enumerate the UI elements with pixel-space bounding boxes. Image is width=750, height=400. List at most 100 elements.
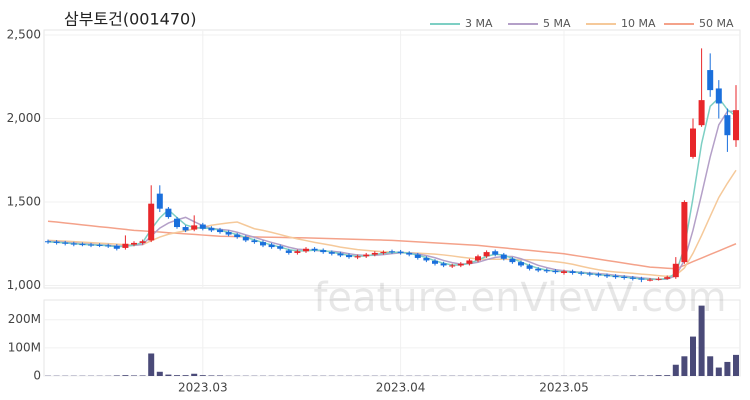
candle-body bbox=[414, 254, 421, 258]
candle-body bbox=[733, 110, 739, 141]
x-tick-label: 2023.05 bbox=[539, 381, 589, 395]
candle-body bbox=[88, 244, 94, 246]
volume-bar bbox=[672, 364, 679, 376]
candle-body bbox=[612, 275, 619, 278]
candle-body bbox=[535, 268, 542, 271]
candle-body bbox=[156, 193, 163, 209]
candle-body bbox=[294, 251, 301, 253]
candle-body bbox=[621, 276, 628, 278]
candle-body bbox=[423, 257, 430, 261]
y-tick-label: 2,500 bbox=[7, 28, 41, 42]
candle-body bbox=[492, 251, 499, 255]
candle-body bbox=[406, 252, 413, 255]
candle-body bbox=[681, 202, 688, 263]
candle-body bbox=[457, 263, 464, 266]
y-tick-label: 1,000 bbox=[7, 278, 41, 292]
candle-body bbox=[225, 232, 232, 235]
volume-bar bbox=[148, 353, 155, 376]
candle-body bbox=[139, 241, 146, 243]
volume-bar bbox=[156, 371, 163, 376]
volume-bar bbox=[139, 375, 146, 376]
candle-body bbox=[70, 243, 77, 245]
candle-body bbox=[518, 262, 524, 266]
candle-body bbox=[96, 244, 103, 246]
candle-body bbox=[62, 242, 69, 244]
candle-body bbox=[346, 255, 352, 258]
volume-bar bbox=[208, 375, 215, 376]
volume-bar bbox=[715, 367, 722, 376]
candle-body bbox=[251, 240, 258, 243]
volume-bar bbox=[664, 375, 671, 376]
price-panel bbox=[43, 29, 741, 289]
candle-body bbox=[131, 242, 137, 245]
volume-bar bbox=[191, 373, 198, 376]
candle-body bbox=[561, 271, 567, 273]
legend-label: 3 MA bbox=[465, 17, 493, 30]
x-tick-label: 2023.03 bbox=[178, 381, 228, 395]
volume-panel bbox=[43, 299, 741, 377]
candle-body bbox=[440, 263, 447, 266]
chart-title: 삼부토건(001470) bbox=[64, 10, 196, 29]
watermark: feature.enVievV.com bbox=[313, 275, 726, 321]
candle-body bbox=[647, 279, 653, 281]
y2-tick-label: 0 bbox=[33, 369, 41, 383]
candle-body bbox=[371, 252, 378, 255]
candle-body bbox=[45, 241, 51, 243]
y-tick-label: 2,000 bbox=[7, 111, 41, 125]
volume-bar bbox=[698, 305, 705, 376]
candle-body bbox=[122, 243, 129, 248]
volume-bar bbox=[647, 375, 653, 376]
candle-body bbox=[105, 245, 112, 247]
candle-body bbox=[208, 227, 215, 231]
candle-body bbox=[363, 254, 370, 257]
volume-bar bbox=[182, 375, 189, 376]
candle-body bbox=[724, 115, 731, 136]
candle-body bbox=[543, 270, 550, 272]
candle-body bbox=[303, 248, 309, 252]
candle-body bbox=[586, 273, 593, 275]
volume-bar bbox=[629, 375, 636, 376]
legend-label: 5 MA bbox=[543, 17, 571, 30]
candle-body bbox=[672, 263, 679, 278]
candle-body bbox=[509, 258, 516, 263]
candle-body bbox=[277, 246, 284, 249]
candle-body bbox=[148, 203, 155, 241]
candle-body bbox=[483, 252, 490, 257]
volume-bar bbox=[690, 336, 696, 376]
candle-body bbox=[337, 253, 344, 256]
candle-body bbox=[113, 245, 120, 249]
candle-body bbox=[191, 225, 198, 230]
ma-line bbox=[47, 220, 737, 270]
candle-body bbox=[715, 88, 722, 104]
candle-body bbox=[449, 265, 456, 267]
candle-body bbox=[595, 274, 602, 276]
volume-bar bbox=[122, 375, 129, 376]
candle-body bbox=[268, 244, 275, 248]
y-tick-label: 1,500 bbox=[7, 195, 41, 209]
candle-body bbox=[182, 227, 189, 231]
candle-body bbox=[664, 277, 671, 279]
candle-body bbox=[569, 271, 576, 273]
candle-body bbox=[199, 224, 206, 229]
candle-body bbox=[466, 260, 473, 264]
candle-body bbox=[165, 208, 172, 218]
candle-body bbox=[698, 100, 705, 126]
legend-label: 10 MA bbox=[621, 17, 656, 30]
volume-bar bbox=[724, 361, 731, 376]
volume-bar bbox=[174, 375, 180, 376]
candle-body bbox=[234, 234, 241, 238]
candle-body bbox=[552, 270, 559, 273]
volume-bar bbox=[638, 375, 645, 376]
candle-body bbox=[354, 256, 361, 258]
candle-body bbox=[53, 241, 60, 243]
volume-bar bbox=[113, 375, 120, 376]
volume-bar bbox=[199, 375, 206, 376]
y2-tick-label: 200M bbox=[8, 312, 41, 326]
candle-body bbox=[526, 265, 533, 269]
candle-body bbox=[79, 244, 86, 246]
y2-tick-label: 100M bbox=[8, 340, 41, 354]
volume-bar bbox=[131, 375, 137, 376]
volume-bar bbox=[681, 356, 688, 376]
candle-body bbox=[397, 251, 404, 253]
